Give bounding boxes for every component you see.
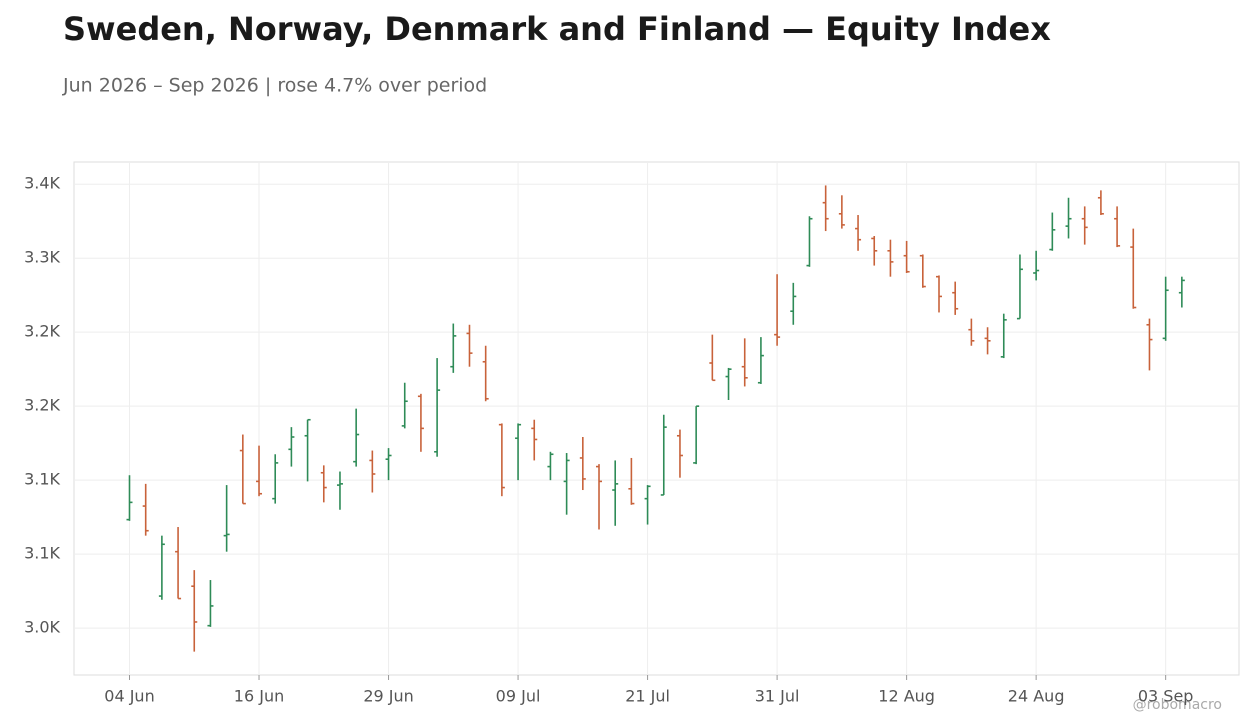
- y-tick-label: 3.2K: [24, 322, 60, 341]
- x-tick-label: 29 Jun: [363, 687, 413, 706]
- y-tick-label: 3.2K: [24, 396, 60, 415]
- x-tick-label: 09 Jul: [496, 687, 541, 706]
- x-tick-label: 16 Jun: [234, 687, 284, 706]
- y-tick-label: 3.0K: [24, 618, 60, 637]
- x-tick-label: 24 Aug: [1008, 687, 1065, 706]
- watermark: @robomacro: [1133, 697, 1222, 713]
- y-tick-label: 3.3K: [24, 248, 60, 267]
- y-tick-label: 3.4K: [24, 174, 60, 193]
- x-tick-label: 21 Jul: [625, 687, 670, 706]
- x-tick-label: 04 Jun: [104, 687, 154, 706]
- chart-subtitle: Jun 2026 – Sep 2026 | rose 4.7% over per…: [62, 75, 487, 97]
- plot-frame: [73, 161, 1240, 676]
- y-tick-label: 3.1K: [24, 470, 60, 489]
- x-tick-label: 12 Aug: [878, 687, 935, 706]
- x-tick-label: 31 Jul: [755, 687, 800, 706]
- chart-title: Sweden, Norway, Denmark and Finland — Eq…: [63, 10, 1051, 48]
- y-tick-label: 3.1K: [24, 544, 60, 563]
- x-tick-label: 03 Sep: [1138, 687, 1194, 706]
